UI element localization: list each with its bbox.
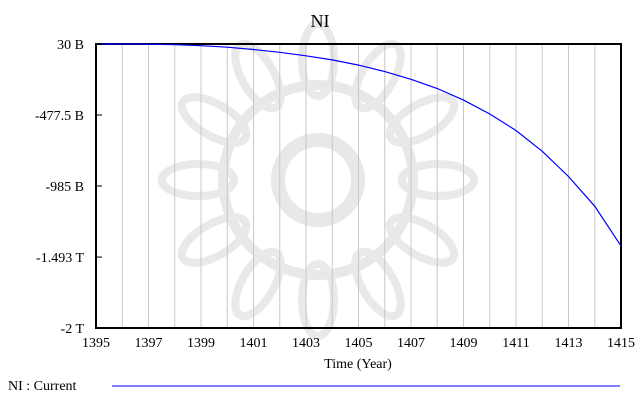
watermark-petal <box>385 213 459 267</box>
series-line-current <box>96 43 622 247</box>
x-tick-label: 1397 <box>135 336 163 351</box>
x-tick-label: 1411 <box>502 336 529 351</box>
y-tick-label: 30 B <box>57 38 84 53</box>
watermark-petal <box>298 260 338 340</box>
x-tick-label: 1401 <box>240 336 268 351</box>
x-tick-label: 1395 <box>82 336 110 351</box>
watermark-petal <box>398 160 478 200</box>
x-axis-label: Time (Year) <box>324 357 392 372</box>
series-layer <box>96 43 622 247</box>
watermark-petal <box>177 213 251 267</box>
y-tick-label: -2 T <box>61 322 85 337</box>
watermark-petal <box>231 247 285 321</box>
x-tick-label: 1405 <box>345 336 373 351</box>
y-tick-label: -1.493 T <box>36 251 84 266</box>
y-tick-label: -477.5 B <box>35 109 84 124</box>
x-tick-label: 1413 <box>555 336 583 351</box>
x-tick-label: 1407 <box>397 336 425 351</box>
watermark-petal <box>385 93 459 147</box>
x-tick-label: 1403 <box>292 336 320 351</box>
legend: NI : Current <box>8 379 620 394</box>
y-axis: 30 B -477.5 B -985 B -1.493 T -2 T <box>35 38 102 337</box>
legend-label: NI : Current <box>8 379 77 394</box>
chart-title: NI <box>311 11 330 31</box>
watermark-petal <box>158 160 238 200</box>
x-tick-label: 1415 <box>607 336 635 351</box>
watermark-petal <box>177 93 251 147</box>
x-tick-label: 1399 <box>187 336 215 351</box>
grid <box>121 44 596 328</box>
x-tick-label: 1409 <box>450 336 478 351</box>
x-axis: 1395 1397 1399 1401 1403 1405 1407 1409 1411 1413… <box>82 336 635 351</box>
y-tick-label: -985 B <box>46 180 85 195</box>
watermark-petal <box>351 247 405 321</box>
